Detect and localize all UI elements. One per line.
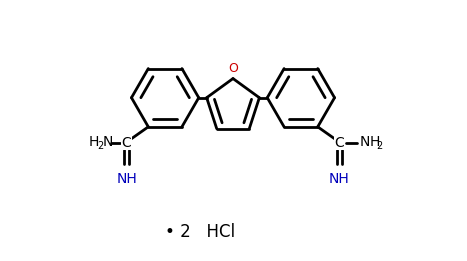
Text: 2: 2	[376, 141, 382, 151]
Text: H: H	[89, 135, 99, 149]
Text: • 2   HCl: • 2 HCl	[165, 223, 235, 241]
Text: C: C	[335, 136, 344, 150]
Text: 2: 2	[97, 141, 103, 151]
Text: N: N	[103, 135, 113, 149]
Text: H: H	[369, 135, 380, 149]
Text: C: C	[121, 136, 131, 150]
Text: NH: NH	[116, 172, 137, 186]
Text: NH: NH	[329, 172, 350, 186]
Text: N: N	[359, 135, 370, 149]
Text: O: O	[228, 62, 238, 75]
